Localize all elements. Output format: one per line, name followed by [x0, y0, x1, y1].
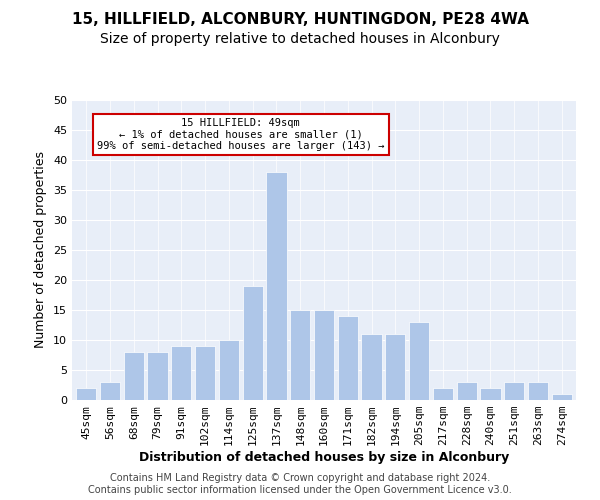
Bar: [409, 322, 429, 400]
Bar: [361, 334, 382, 400]
Bar: [338, 316, 358, 400]
Bar: [171, 346, 191, 400]
Bar: [76, 388, 97, 400]
Bar: [124, 352, 144, 400]
Bar: [504, 382, 524, 400]
Bar: [551, 394, 572, 400]
Bar: [195, 346, 215, 400]
Bar: [100, 382, 120, 400]
Bar: [457, 382, 477, 400]
Bar: [528, 382, 548, 400]
Y-axis label: Number of detached properties: Number of detached properties: [34, 152, 47, 348]
Bar: [266, 172, 287, 400]
Text: Contains HM Land Registry data © Crown copyright and database right 2024.
Contai: Contains HM Land Registry data © Crown c…: [88, 474, 512, 495]
Bar: [314, 310, 334, 400]
Bar: [219, 340, 239, 400]
Bar: [148, 352, 167, 400]
Text: 15, HILLFIELD, ALCONBURY, HUNTINGDON, PE28 4WA: 15, HILLFIELD, ALCONBURY, HUNTINGDON, PE…: [71, 12, 529, 28]
Bar: [290, 310, 310, 400]
Bar: [385, 334, 406, 400]
Text: Size of property relative to detached houses in Alconbury: Size of property relative to detached ho…: [100, 32, 500, 46]
Bar: [481, 388, 500, 400]
Bar: [433, 388, 453, 400]
Text: 15 HILLFIELD: 49sqm
← 1% of detached houses are smaller (1)
99% of semi-detached: 15 HILLFIELD: 49sqm ← 1% of detached hou…: [97, 118, 385, 151]
Bar: [242, 286, 263, 400]
Text: Distribution of detached houses by size in Alconbury: Distribution of detached houses by size …: [139, 451, 509, 464]
